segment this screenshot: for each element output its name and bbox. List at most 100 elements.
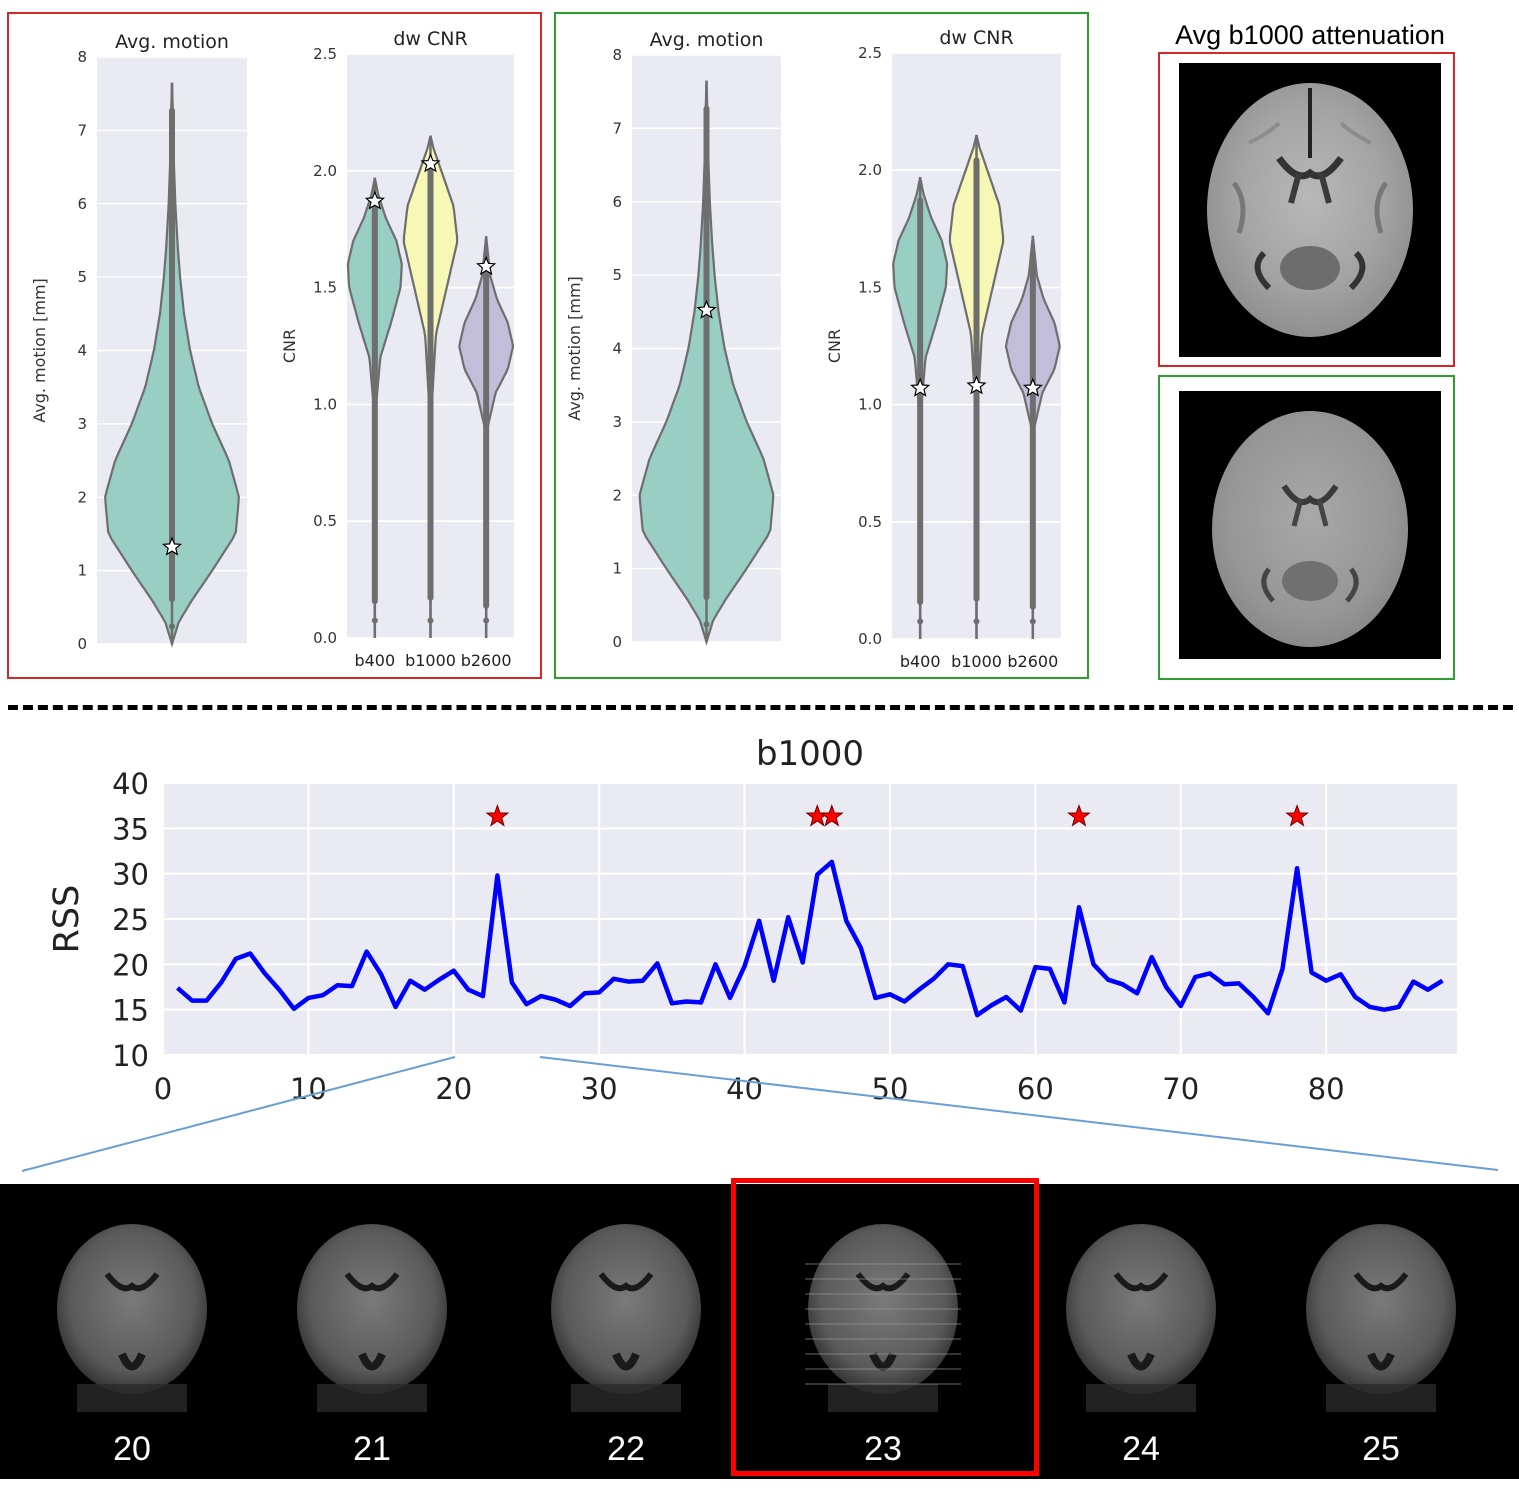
subject-star-marker: [910, 377, 931, 397]
x-tick-label: 0: [154, 1072, 172, 1106]
x-tick-label: 60: [1017, 1072, 1054, 1106]
zoom-lines: [21, 1056, 1499, 1172]
slice-label: 20: [113, 1430, 151, 1468]
y-tick-label: 20: [112, 948, 149, 982]
slice-label: 21: [353, 1430, 391, 1468]
y-tick-label: 8: [612, 46, 622, 64]
y-tick-label: 0.5: [313, 512, 337, 530]
outlier-star-marker: [1067, 804, 1091, 827]
y-tick-label: 5: [612, 266, 622, 284]
chart-title: Avg. motion: [650, 29, 764, 51]
y-tick-label: 0.0: [858, 630, 882, 648]
outlier-star-marker: [819, 804, 844, 827]
violin-point: [703, 621, 710, 628]
attenuation-title: Avg b1000 attenuation: [1175, 20, 1445, 50]
green-panel: 0 1 2 3 4 5 6 7 8 Avg. motion Avg. motion [mm] 0.0…: [554, 12, 1089, 679]
violin-point: [1029, 618, 1036, 625]
highlighted-slice-frame: [731, 1178, 1039, 1476]
y-tick-label: 2.5: [858, 44, 882, 62]
subject-star-marker: [1022, 377, 1043, 397]
y-tick-label: 2: [612, 486, 622, 504]
violin-point: [427, 617, 434, 624]
subject-star-marker: [364, 190, 385, 210]
subject-star-marker: [161, 536, 183, 556]
chart-title: dw CNR: [393, 28, 467, 50]
outlier-star-marker: [485, 803, 510, 827]
x-tick-label: b2600: [1007, 652, 1058, 671]
slice-image-23: [783, 1204, 983, 1434]
violin-point: [973, 618, 980, 625]
slice-label: 23: [864, 1430, 902, 1468]
slice-image-25: [1281, 1204, 1481, 1434]
y-tick-label: 1.0: [313, 395, 337, 413]
section-divider: [8, 705, 1513, 710]
y-tick-label: 3: [77, 415, 87, 433]
cnr-violin-chart-green: 0.0 0.5 1.0 1.5 2.0 2.5 dw CNR CNR b400 b1000 b260…: [825, 27, 1061, 671]
slice-label: 24: [1122, 1430, 1160, 1468]
subject-star-marker: [696, 299, 717, 319]
y-tick-label: 30: [112, 858, 149, 892]
motion-violin-chart-red: 0 1 2 3 4 5 6 7 8 Avg. motion Avg. motion [mm]: [30, 31, 247, 653]
y-tick-label: 6: [77, 195, 87, 213]
x-tick-label: 70: [1162, 1072, 1199, 1106]
slice-image-21: [272, 1204, 472, 1434]
x-tick-label: b2600: [461, 651, 512, 670]
y-tick-label: 0: [77, 635, 87, 653]
y-tick-label: 40: [112, 767, 149, 801]
y-tick-label: 2.5: [313, 45, 337, 63]
outlier-star-marker: [1285, 804, 1309, 827]
attenuation-panel-red: [1158, 52, 1455, 367]
attenuation-image-green: [1179, 391, 1441, 659]
x-tick-label: b1000: [951, 652, 1002, 671]
x-tick-label: 80: [1308, 1072, 1345, 1106]
y-tick-label: 0.0: [313, 629, 337, 647]
x-tick-label: 40: [726, 1072, 763, 1106]
violin-point: [483, 617, 490, 624]
y-tick-label: 2.0: [313, 162, 337, 180]
slice-image-20: [32, 1204, 232, 1434]
y-tick-label: 1: [77, 562, 87, 580]
y-tick-label: 1.0: [858, 396, 882, 414]
x-tick-label: b400: [354, 651, 395, 670]
violin-point: [917, 618, 924, 625]
chart-title: Avg. motion: [115, 31, 229, 53]
y-tick-label: 15: [112, 994, 149, 1028]
subject-star-marker: [420, 153, 441, 173]
y-tick-label: 7: [77, 121, 87, 139]
y-tick-label: 0: [612, 633, 622, 651]
slice-strip: 20 21 22 23 24 25: [0, 1178, 1519, 1479]
x-tick-label: 20: [435, 1072, 472, 1106]
y-tick-label: 3: [612, 413, 622, 431]
y-tick-label: 1.5: [313, 279, 337, 297]
chart-title: b1000: [756, 734, 864, 774]
attenuation-panel-green: [1158, 375, 1455, 680]
x-tick-label: b1000: [405, 651, 456, 670]
rss-series-line: [176, 859, 1444, 1018]
cnr-violin-chart-red: 0.0 0.5 1.0 1.5 2.0 2.5 dw CNR CNR b400 b1000 b260…: [280, 28, 515, 670]
y-tick-label: 2.0: [858, 161, 882, 179]
y-tick-label: 0.5: [858, 513, 882, 531]
y-axis-label: Avg. motion [mm]: [565, 276, 584, 421]
y-tick-label: 8: [77, 48, 87, 66]
y-axis-label: RSS: [47, 885, 87, 954]
slice-image-24: [1041, 1204, 1241, 1434]
y-axis-label: Avg. motion [mm]: [30, 278, 49, 423]
y-tick-label: 7: [612, 119, 622, 137]
y-tick-label: 1: [612, 560, 622, 578]
y-tick-label: 6: [612, 193, 622, 211]
violin-point: [371, 617, 378, 624]
y-axis-label: CNR: [825, 329, 844, 363]
x-tick-label: 30: [581, 1072, 618, 1106]
x-tick-label: 10: [290, 1072, 327, 1106]
y-tick-label: 5: [77, 268, 87, 286]
slice-label: 25: [1362, 1430, 1400, 1468]
y-tick-label: 4: [77, 342, 87, 360]
y-tick-label: 25: [112, 903, 149, 937]
y-tick-label: 35: [112, 812, 149, 846]
y-axis-label: CNR: [280, 329, 299, 363]
motion-violin-chart-green: 0 1 2 3 4 5 6 7 8 Avg. motion Avg. motion [mm]: [565, 29, 781, 651]
x-tick-label: b400: [900, 652, 941, 671]
violin-point: [169, 623, 175, 630]
red-panel: 0 1 2 3 4 5 6 7 8 Avg. motion Avg. motion [mm] 0.0…: [7, 12, 542, 679]
